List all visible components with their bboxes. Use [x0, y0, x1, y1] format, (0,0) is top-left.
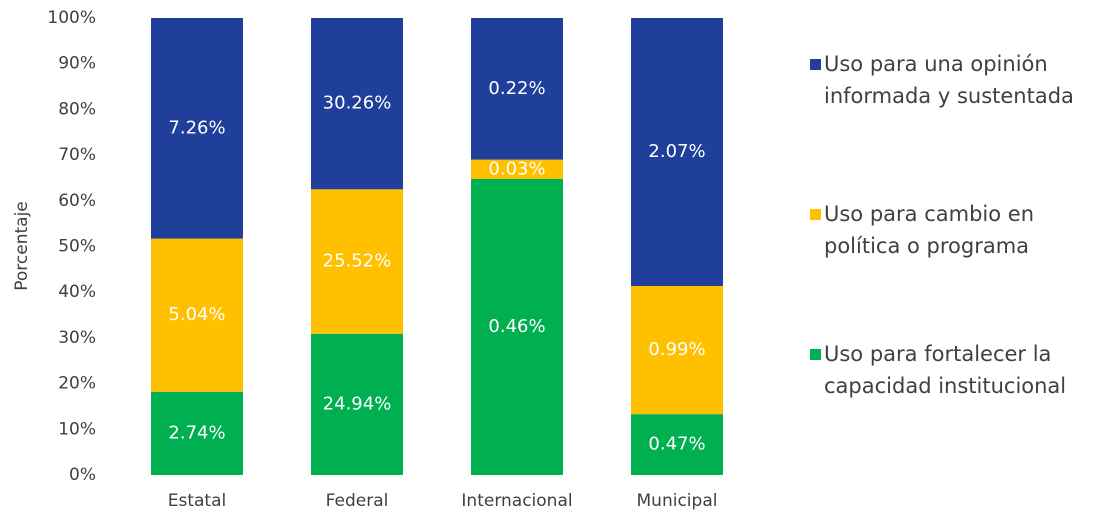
legend-swatch [810, 209, 821, 220]
data-label: 2.07% [648, 141, 705, 162]
data-label: 0.47% [648, 434, 705, 455]
y-tick-label: 80% [58, 99, 96, 119]
legend-swatch [810, 59, 821, 70]
bar-segment [471, 18, 563, 160]
data-label: 0.22% [488, 78, 545, 99]
x-tick-label: Estatal [168, 491, 227, 511]
x-tick-label: Internacional [461, 491, 572, 511]
data-label: 30.26% [323, 93, 392, 114]
data-label: 7.26% [168, 117, 225, 138]
bar-segment [311, 189, 403, 334]
y-tick-label: 40% [58, 282, 96, 302]
y-tick-label: 90% [58, 54, 96, 74]
x-tick-label: Federal [326, 491, 389, 511]
data-label: 0.99% [648, 339, 705, 360]
data-label: 24.94% [323, 393, 392, 414]
y-tick-label: 10% [58, 419, 96, 439]
chart: Porcentaje 0% 10% 20% 30% 40% 50% 60% 70% 80% 90%… [12, 8, 723, 511]
bar-segment [311, 18, 403, 190]
bar-segment [311, 333, 403, 475]
legend-item: Uso para fortalecer la capacidad institu… [810, 338, 1100, 402]
y-tick-label: 70% [58, 145, 96, 165]
data-label: 2.74% [168, 422, 225, 443]
bar-segment [631, 18, 723, 286]
y-tick-label: 30% [58, 328, 96, 348]
data-label: 0.46% [488, 316, 545, 337]
data-label: 0.03% [488, 158, 545, 179]
bar-segment [631, 285, 723, 415]
bar-segment [151, 238, 243, 392]
legend-label: Uso para una opinión informada y sustent… [824, 52, 1074, 108]
bar-segment [471, 159, 563, 179]
bar-segment [471, 178, 563, 475]
legend-item: Uso para una opinión informada y sustent… [810, 48, 1100, 112]
bar-segment [631, 414, 723, 475]
y-tick-label: 0% [69, 465, 96, 485]
legend-label: Uso para cambio en política o programa [824, 202, 1034, 258]
bar-segment [151, 18, 243, 239]
legend-swatch [810, 349, 821, 360]
y-tick-label: 50% [58, 237, 96, 257]
data-label: 5.04% [168, 304, 225, 325]
legend-item: Uso para cambio en política o programa [810, 198, 1100, 262]
y-axis-title: Porcentaje [12, 201, 32, 291]
y-tick-label: 60% [58, 191, 96, 211]
y-tick-label: 100% [47, 8, 96, 28]
y-tick-label: 20% [58, 374, 96, 394]
x-tick-label: Municipal [637, 491, 718, 511]
legend-label: Uso para fortalecer la capacidad institu… [824, 342, 1067, 398]
bar-segment [151, 391, 243, 475]
data-label: 25.52% [323, 251, 392, 272]
